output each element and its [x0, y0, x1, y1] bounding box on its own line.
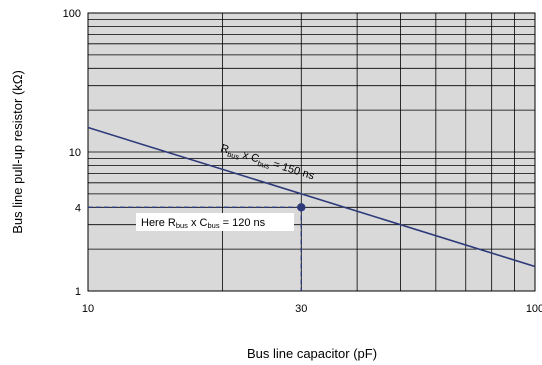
x-tick-label: 10: [82, 303, 94, 315]
y-tick-label: 1: [75, 286, 81, 298]
series-line: [87, 126, 536, 268]
y-tick-label: 4: [75, 202, 81, 214]
note-box: [136, 213, 294, 231]
x-tick-label: 100: [526, 303, 542, 315]
y-tick-label: 10: [69, 147, 81, 159]
y-axis-label: Bus line pull-up resistor (kΩ): [10, 70, 25, 234]
annotation-point: [297, 203, 306, 212]
note-label: Here Rbus x Cbus = 120 ns: [141, 217, 266, 230]
tick-labels: 10 30 100 1 4 10 100: [63, 8, 542, 315]
grid: [88, 13, 535, 291]
x-tick-label: 30: [295, 303, 307, 315]
plot-frame: [87, 12, 536, 292]
x-axis-label: Bus line capacitor (pF): [247, 346, 377, 361]
y-tick-label: 100: [63, 8, 81, 20]
series-layer: [87, 126, 536, 291]
